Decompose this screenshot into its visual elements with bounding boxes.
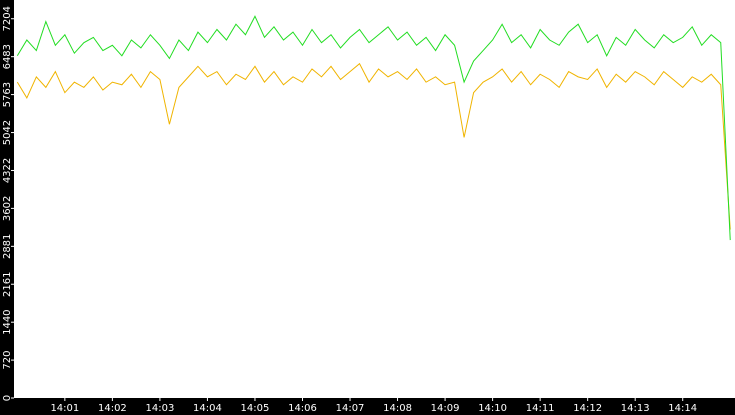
plot-area bbox=[14, 0, 735, 398]
x-tick-label: 14:05 bbox=[241, 403, 270, 414]
x-tick-label: 14:07 bbox=[336, 403, 365, 414]
x-tick-label: 14:09 bbox=[431, 403, 460, 414]
y-tick-label: 720 bbox=[2, 351, 13, 370]
y-tick-label: 6483 bbox=[2, 44, 13, 69]
x-tick-label: 14:10 bbox=[478, 403, 507, 414]
series-line bbox=[16, 62, 731, 230]
x-tick-label: 14:14 bbox=[668, 403, 697, 414]
x-tick-label: 14:02 bbox=[98, 403, 127, 414]
y-tick-label: 0 bbox=[2, 395, 13, 401]
y-tick-label: 3602 bbox=[2, 196, 13, 221]
y-tick-label: 7204 bbox=[2, 6, 13, 31]
y-tick-label: 5042 bbox=[2, 120, 13, 145]
y-tick-label: 1440 bbox=[2, 309, 13, 334]
x-tick-label: 14:04 bbox=[193, 403, 222, 414]
x-tick-label: 14:11 bbox=[526, 403, 555, 414]
y-tick-label: 2881 bbox=[2, 234, 13, 259]
x-tick-label: 14:08 bbox=[383, 403, 412, 414]
y-tick-label: 5763 bbox=[2, 82, 13, 107]
x-tick-label: 14:13 bbox=[621, 403, 650, 414]
x-tick-label: 14:12 bbox=[573, 403, 602, 414]
y-tick-label: 2161 bbox=[2, 272, 13, 297]
x-tick-label: 14:06 bbox=[288, 403, 317, 414]
series-line bbox=[16, 15, 731, 241]
x-tick-label: 14:03 bbox=[145, 403, 174, 414]
x-tick-label: 14:01 bbox=[50, 403, 79, 414]
y-tick-label: 4322 bbox=[2, 158, 13, 183]
